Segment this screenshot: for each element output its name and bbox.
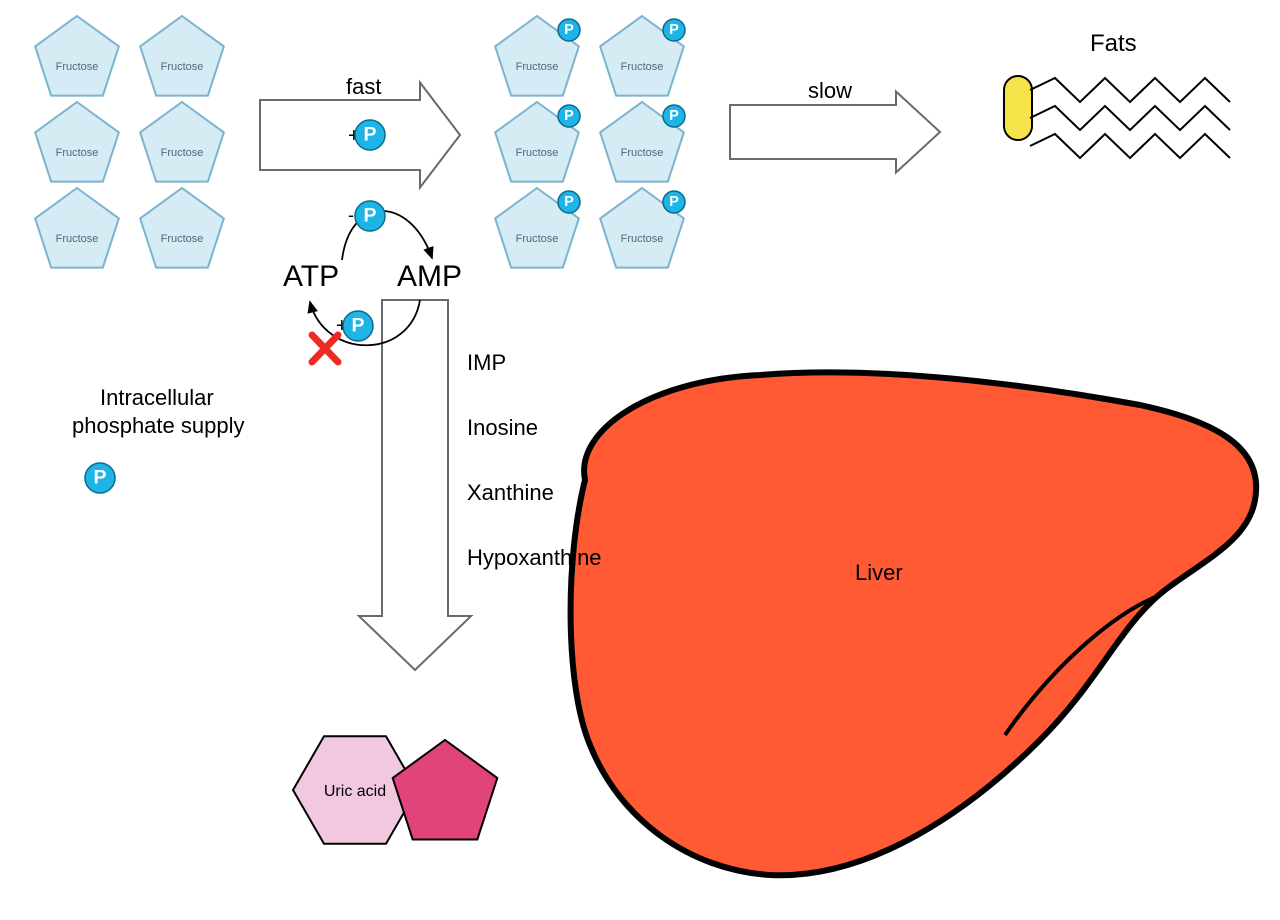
minus-sign: - [348,205,354,225]
label-liver: Liver [855,560,903,586]
fructose-label: Fructose [161,61,204,73]
fructose-label: Fructose [56,147,99,159]
label-fast: fast [346,74,381,100]
fructose-pentagon [140,16,224,96]
phosphate-p: P [363,205,376,227]
label-intracellular-2: phosphate supply [72,413,244,439]
fructose-label: Fructose [621,61,664,73]
fructose-pentagon [35,188,119,268]
fructose-label: Fructose [516,233,559,245]
fructose-label: Fructose [516,147,559,159]
fat-head [1004,76,1032,140]
fructose-label: Fructose [56,61,99,73]
fructose-label: Fructose [621,233,664,245]
label-imp: IMP [467,350,506,376]
phosphate-p: P [564,194,574,210]
fructose-label: Fructose [161,147,204,159]
block-arrow-down [359,300,471,670]
phosphate-p: P [564,22,574,38]
phosphate-p: P [669,22,679,38]
fructose-label: Fructose [621,147,664,159]
label-fats: Fats [1090,30,1137,58]
fructose-pentagon [35,102,119,182]
cross-icon [312,335,338,362]
label-hypoxanthine: Hypoxanthine [467,545,602,571]
fructose-label: Fructose [56,233,99,245]
fructose-pentagon [140,188,224,268]
fructose-label: Fructose [516,61,559,73]
label-xanthine: Xanthine [467,480,554,506]
liver-shape [571,372,1257,875]
fructose-pentagon [35,16,119,96]
fat-chain [1030,134,1230,158]
phosphate-p: P [564,108,574,124]
label-intracellular-1: Intracellular [100,385,214,411]
phosphate-p: P [669,194,679,210]
label-slow: slow [808,78,852,104]
label-inosine: Inosine [467,415,538,441]
fructose-pentagon [140,102,224,182]
fat-chain [1030,78,1230,102]
phosphate-p: P [351,315,364,337]
fructose-label: Fructose [161,233,204,245]
fat-chain [1030,106,1230,130]
label-amp: AMP [397,260,462,294]
label-atp: ATP [283,260,339,294]
phosphate-p: P [93,467,106,489]
uric-pent [393,740,498,839]
phosphate-p: P [669,108,679,124]
uric-label: Uric acid [324,783,386,800]
phosphate-p: P [363,124,376,146]
